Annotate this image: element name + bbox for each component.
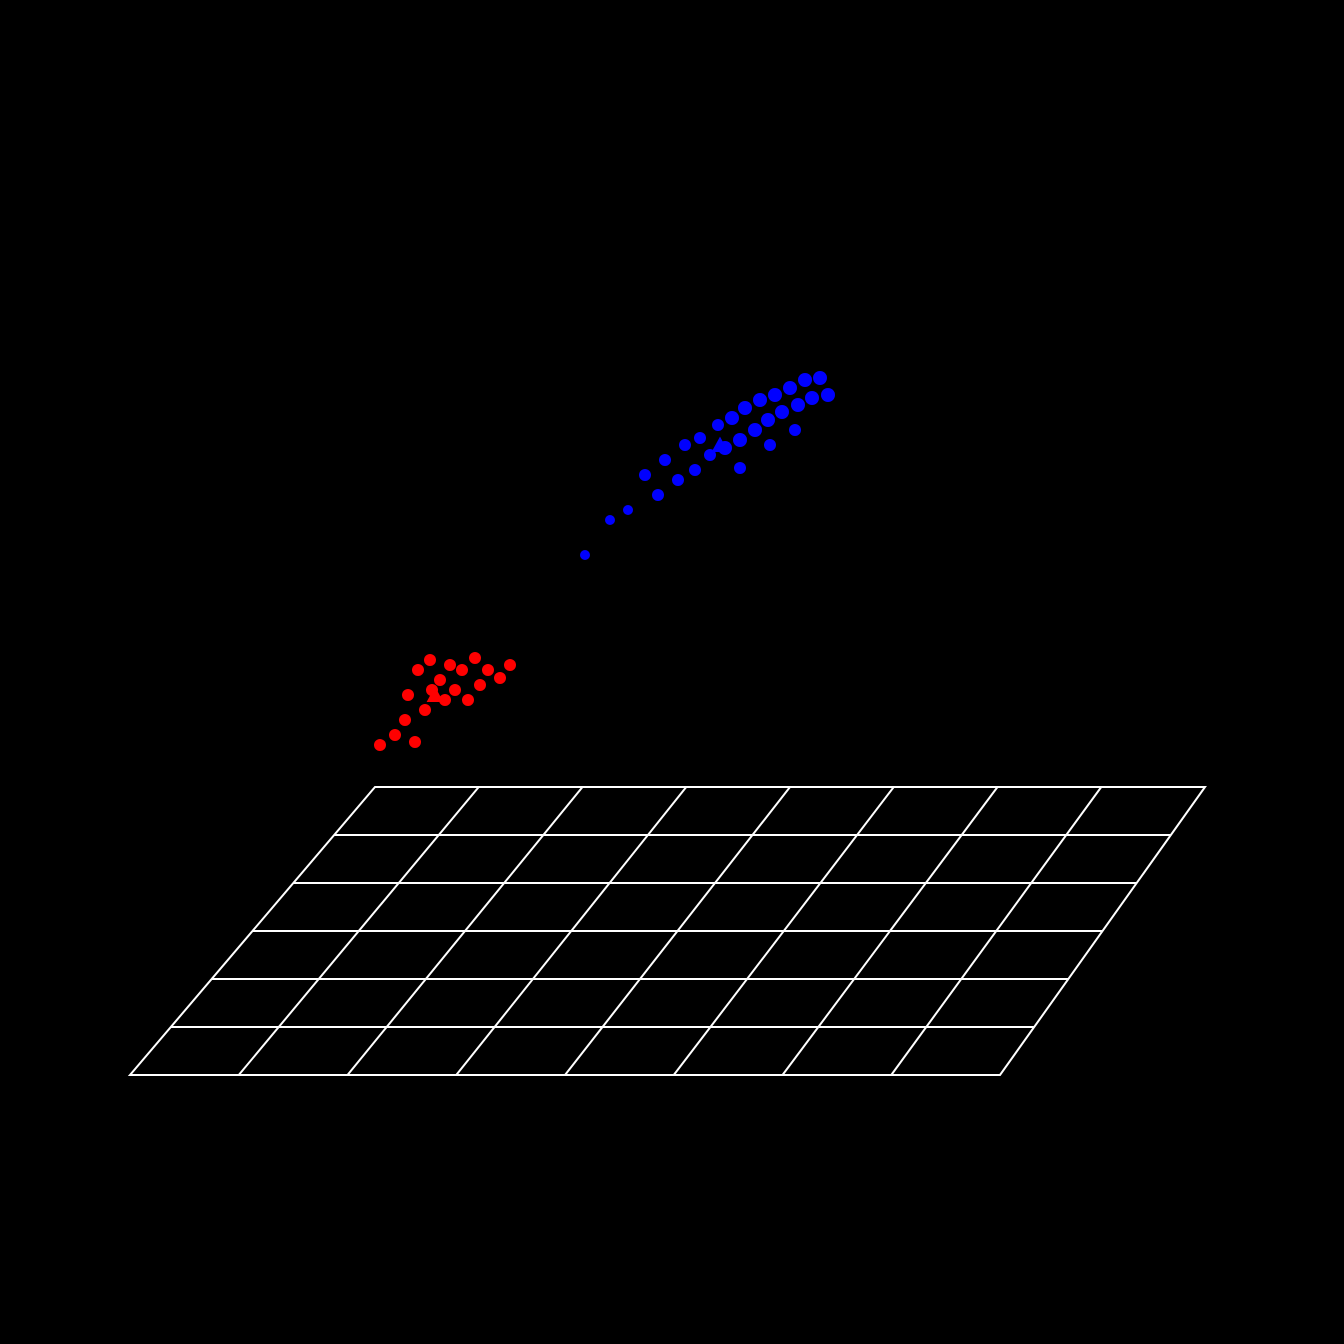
scatter-point	[409, 736, 421, 748]
scatter-point	[374, 739, 386, 751]
scatter-point	[712, 419, 724, 431]
scatter-point	[805, 391, 819, 405]
scatter-point	[768, 388, 782, 402]
scatter-point	[504, 659, 516, 671]
scatter-points	[374, 371, 835, 751]
scatter-point	[424, 654, 436, 666]
scatter-point	[791, 398, 805, 412]
scatter-point	[605, 515, 615, 525]
scatter-point	[753, 393, 767, 407]
scatter-point	[419, 704, 431, 716]
scatter-point	[462, 694, 474, 706]
scatter-point	[434, 674, 446, 686]
scatter-point	[821, 388, 835, 402]
scatter-point	[694, 432, 706, 444]
scatter-point	[679, 439, 691, 451]
scatter-point	[798, 373, 812, 387]
scatter-point	[444, 659, 456, 671]
scatter-point	[689, 464, 701, 476]
scatter-point	[738, 401, 752, 415]
scatter-point	[474, 679, 486, 691]
scatter-point	[412, 664, 424, 676]
scatter-point	[639, 469, 651, 481]
scatter-3d-chart	[0, 0, 1344, 1344]
scatter-point	[449, 684, 461, 696]
scatter-point	[482, 664, 494, 676]
scatter-point	[775, 405, 789, 419]
scatter-point	[733, 433, 747, 447]
scatter-point	[813, 371, 827, 385]
scatter-point	[456, 664, 468, 676]
scatter-point	[399, 714, 411, 726]
scatter-point	[761, 413, 775, 427]
scatter-point	[734, 462, 746, 474]
floor-grid	[130, 787, 1205, 1075]
scatter-point	[469, 652, 481, 664]
scatter-point	[389, 729, 401, 741]
scatter-point	[764, 439, 776, 451]
scatter-point	[623, 505, 633, 515]
scatter-point	[494, 672, 506, 684]
scatter-point	[725, 411, 739, 425]
scatter-point	[748, 423, 762, 437]
scatter-point	[580, 550, 590, 560]
scatter-point	[659, 454, 671, 466]
scatter-point	[652, 489, 664, 501]
scatter-point	[672, 474, 684, 486]
scatter-point	[789, 424, 801, 436]
scatter-point	[402, 689, 414, 701]
scatter-point	[783, 381, 797, 395]
